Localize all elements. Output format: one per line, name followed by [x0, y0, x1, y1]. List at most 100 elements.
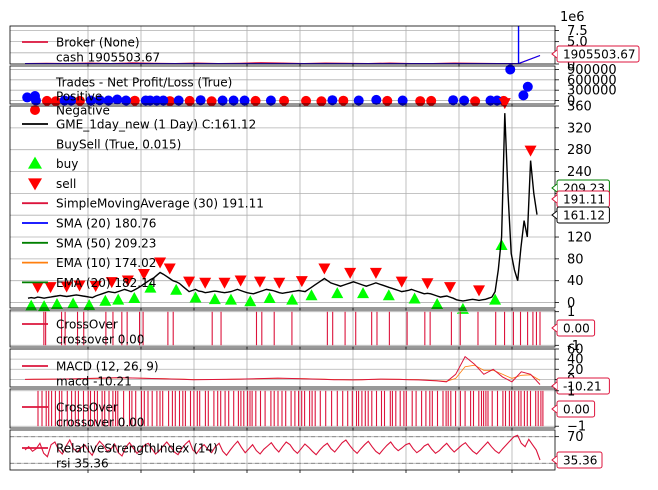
y-tick-label: 120	[567, 231, 592, 246]
close-price-line	[27, 113, 538, 302]
trade-positive-point	[459, 95, 470, 106]
trade-positive-point	[22, 92, 33, 103]
trade-negative-point	[129, 95, 140, 106]
macd-line	[24, 355, 541, 385]
buy-marker	[305, 289, 318, 301]
value-label-pointer	[551, 323, 558, 333]
buy-marker	[38, 300, 51, 312]
value-label: 0.00	[563, 403, 590, 417]
y-tick-label: 1	[567, 305, 575, 320]
y-tick-label: 240	[567, 165, 592, 180]
legend-label: EMA (10) 174.02	[56, 256, 156, 270]
y-tick-label: 80	[567, 252, 584, 267]
trade-positive-point	[121, 95, 131, 106]
buy-marker	[357, 287, 370, 299]
buy-marker	[144, 281, 157, 293]
panel-border	[9, 429, 556, 471]
trade-positive-point	[397, 95, 408, 106]
buy-marker	[83, 299, 96, 311]
value-label: 0.00	[563, 322, 590, 336]
value-label: -10.21	[563, 380, 602, 394]
buy-marker	[112, 293, 125, 305]
sell-marker	[395, 276, 408, 288]
legend-label: cash 1905503.67	[56, 51, 160, 65]
value-label-pointer	[551, 194, 558, 204]
value-label: 1905503.67	[563, 48, 636, 62]
panel-border	[9, 348, 556, 388]
legend-label: Positive	[56, 90, 102, 104]
trade-positive-point	[265, 95, 276, 106]
y-tick-label: 40	[567, 274, 584, 289]
rsi-line	[24, 434, 541, 461]
y-tick-label: 600000	[567, 73, 617, 88]
value-label-pointer	[551, 455, 558, 465]
trade-positive-point	[103, 95, 114, 106]
buy-marker	[25, 299, 38, 311]
sell-marker	[524, 145, 537, 157]
legend-label: SMA (50) 209.23	[56, 236, 156, 250]
trade-negative-point	[250, 95, 261, 106]
trade-positive-point	[492, 95, 503, 106]
y-tick-label: 7.5	[567, 24, 588, 39]
trade-positive-point	[173, 95, 184, 106]
trade-positive-point	[522, 81, 533, 92]
legend-label: CrossOver	[56, 401, 118, 415]
buy-marker	[456, 302, 469, 314]
trade-positive-point	[228, 95, 239, 106]
trade-negative-point	[206, 96, 217, 107]
trade-positive-point	[239, 95, 250, 106]
trade-positive-point	[85, 95, 96, 106]
y-tick-label: 20	[567, 363, 584, 378]
legend-label: crossover 0.00	[56, 333, 144, 347]
sell-marker	[105, 277, 118, 289]
trade-positive-point	[518, 90, 529, 101]
y-tick-label: 900000	[567, 63, 617, 78]
trade-positive-point	[505, 64, 516, 75]
buy-marker	[67, 297, 80, 309]
sell-marker	[498, 98, 511, 110]
trade-positive-point	[195, 95, 206, 106]
y-tick-label: 60	[567, 343, 584, 358]
y-tick-label: 320	[567, 121, 592, 136]
value-label-pointer	[551, 49, 558, 59]
trade-positive-point	[371, 94, 382, 105]
legend-label: rsi 35.36	[56, 457, 109, 471]
legend-label: CrossOver	[56, 318, 118, 332]
sell-marker	[44, 282, 57, 294]
panel-price: 04080120160200240280320360GME_1day_new (…	[9, 98, 610, 314]
trade-negative-point	[316, 96, 327, 107]
trade-positive-point	[66, 95, 77, 106]
legend-label: macd -10.21	[56, 375, 132, 389]
y-exponent-label: 1e6	[560, 10, 585, 25]
buy-marker	[170, 283, 183, 295]
trade-negative-point	[338, 95, 349, 106]
legend-label: MACD (12, 26, 9)	[56, 360, 159, 374]
buy-marker	[50, 297, 63, 309]
trade-positive-point	[448, 95, 459, 106]
legend-label: sell	[56, 177, 76, 191]
trade-positive-point	[112, 94, 123, 105]
panel-rsi: 3070RelativeStrengthIndex (14)rsi 35.363…	[9, 429, 603, 473]
value-label: 191.11	[563, 193, 605, 207]
sell-marker	[73, 280, 86, 292]
sell-marker	[163, 263, 176, 275]
trade-negative-point	[74, 95, 85, 106]
sell-marker	[369, 267, 382, 279]
y-tick-label: 1	[567, 384, 575, 399]
trade-positive-point	[94, 95, 105, 106]
legend-swatch	[30, 91, 40, 101]
trade-positive-point	[217, 95, 228, 106]
sell-marker	[60, 281, 73, 293]
sell-marker	[89, 280, 102, 292]
legend-swatch	[28, 156, 42, 169]
trade-negative-point	[301, 95, 312, 106]
sell-marker	[253, 276, 266, 288]
sell-marker	[137, 268, 150, 280]
legend-swatch	[28, 178, 42, 191]
buy-marker	[495, 239, 508, 251]
sell-marker	[318, 263, 331, 275]
